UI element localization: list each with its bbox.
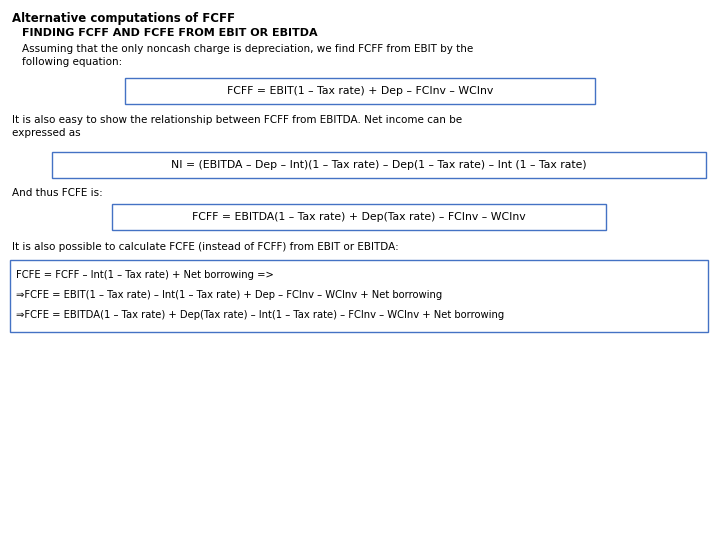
Text: FCFF = EBITDA(1 – Tax rate) + Dep(Tax rate) – FCInv – WCInv: FCFF = EBITDA(1 – Tax rate) + Dep(Tax ra… bbox=[192, 212, 526, 222]
FancyBboxPatch shape bbox=[52, 152, 706, 178]
Text: FINDING FCFF AND FCFE FROM EBIT OR EBITDA: FINDING FCFF AND FCFE FROM EBIT OR EBITD… bbox=[22, 28, 318, 38]
FancyBboxPatch shape bbox=[125, 78, 595, 104]
Text: FCFE = FCFF – Int(1 – Tax rate) + Net borrowing =>: FCFE = FCFF – Int(1 – Tax rate) + Net bo… bbox=[16, 270, 274, 280]
Text: ⇒FCFE = EBIT(1 – Tax rate) – Int(1 – Tax rate) + Dep – FCInv – WCInv + Net borro: ⇒FCFE = EBIT(1 – Tax rate) – Int(1 – Tax… bbox=[16, 290, 442, 300]
Text: Assuming that the only noncash charge is depreciation, we find FCFF from EBIT by: Assuming that the only noncash charge is… bbox=[22, 44, 473, 67]
Text: ⇒FCFE = EBITDA(1 – Tax rate) + Dep(Tax rate) – Int(1 – Tax rate) – FCInv – WCInv: ⇒FCFE = EBITDA(1 – Tax rate) + Dep(Tax r… bbox=[16, 310, 504, 320]
Text: Alternative computations of FCFF: Alternative computations of FCFF bbox=[12, 12, 235, 25]
FancyBboxPatch shape bbox=[10, 260, 708, 332]
Text: It is also possible to calculate FCFE (instead of FCFF) from EBIT or EBITDA:: It is also possible to calculate FCFE (i… bbox=[12, 242, 399, 252]
Text: NI = (EBITDA – Dep – Int)(1 – Tax rate) – Dep(1 – Tax rate) – Int (1 – Tax rate): NI = (EBITDA – Dep – Int)(1 – Tax rate) … bbox=[171, 160, 587, 170]
Text: It is also easy to show the relationship between FCFF from EBITDA. Net income ca: It is also easy to show the relationship… bbox=[12, 115, 462, 138]
Text: FCFF = EBIT(1 – Tax rate) + Dep – FCInv – WCInv: FCFF = EBIT(1 – Tax rate) + Dep – FCInv … bbox=[227, 86, 493, 96]
FancyBboxPatch shape bbox=[112, 204, 606, 230]
Text: And thus FCFE is:: And thus FCFE is: bbox=[12, 188, 103, 198]
